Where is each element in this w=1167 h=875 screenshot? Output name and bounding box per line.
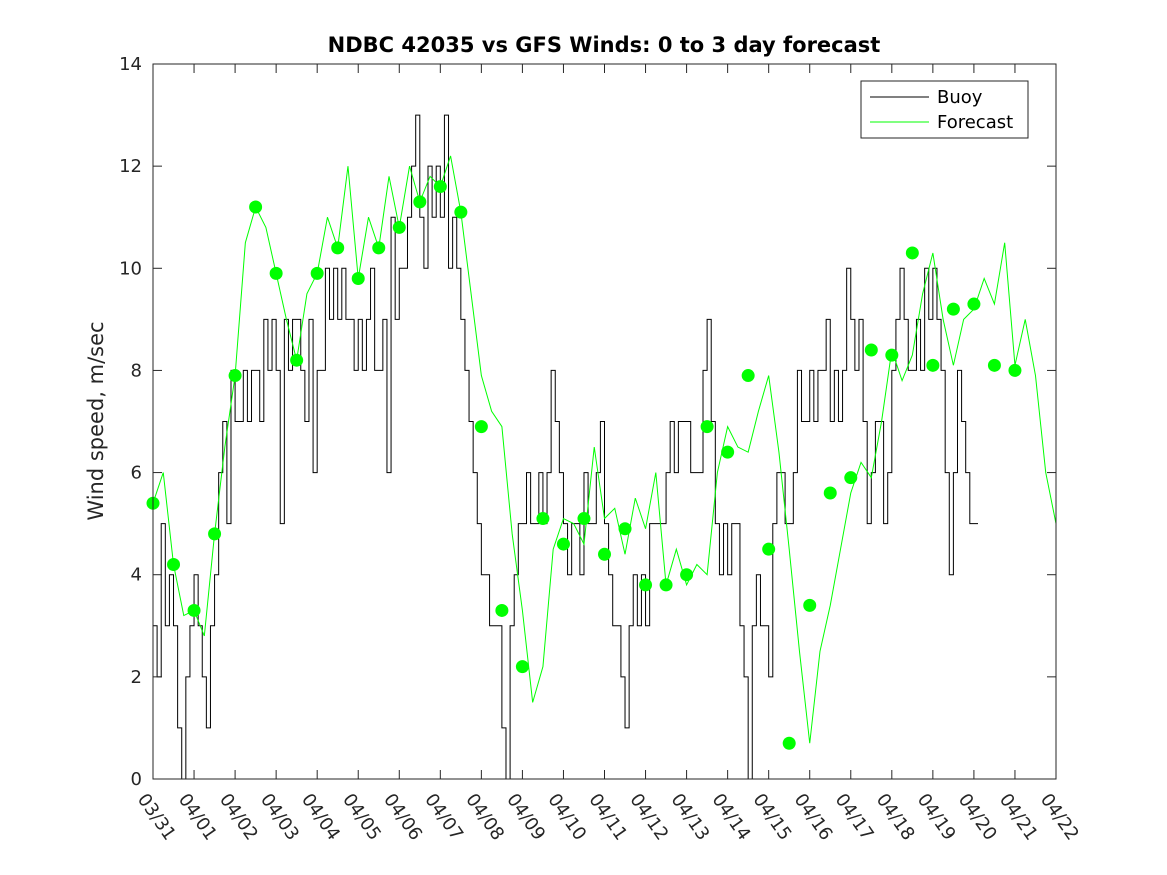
forecast-point bbox=[721, 445, 735, 459]
forecast-point bbox=[618, 522, 632, 536]
series-buoy-line bbox=[153, 114, 979, 780]
forecast-point bbox=[249, 200, 263, 214]
y-tick-label: 4 bbox=[131, 565, 142, 586]
forecast-point bbox=[577, 512, 591, 526]
y-axis-label: Wind speed, m/sec bbox=[84, 321, 108, 520]
forecast-point bbox=[741, 369, 755, 383]
forecast-point bbox=[495, 603, 509, 617]
y-tick-label: 6 bbox=[131, 463, 142, 484]
chart-title: NDBC 42035 vs GFS Winds: 0 to 3 day fore… bbox=[328, 33, 881, 57]
legend: Buoy Forecast bbox=[860, 80, 1029, 139]
forecast-point bbox=[967, 297, 981, 311]
forecast-point bbox=[556, 537, 570, 551]
y-tick-label: 14 bbox=[119, 54, 142, 75]
forecast-point bbox=[782, 736, 796, 750]
forecast-point bbox=[659, 578, 673, 592]
y-tick-label: 10 bbox=[119, 258, 142, 279]
series-forecast-line bbox=[152, 155, 1057, 744]
forecast-point bbox=[433, 180, 447, 194]
forecast-point bbox=[926, 358, 940, 372]
forecast-point bbox=[208, 527, 222, 541]
forecast-point bbox=[536, 512, 550, 526]
forecast-point bbox=[228, 369, 242, 383]
forecast-point bbox=[1008, 363, 1022, 377]
tick-layer bbox=[152, 63, 1057, 780]
forecast-point bbox=[351, 272, 365, 285]
forecast-point bbox=[639, 578, 653, 592]
y-tick-label: 12 bbox=[119, 156, 142, 177]
legend-label-forecast: Forecast bbox=[937, 112, 1013, 133]
forecast-point bbox=[844, 471, 858, 485]
forecast-point bbox=[187, 603, 201, 617]
marker-layer bbox=[146, 180, 1022, 750]
y-tick-label: 2 bbox=[131, 667, 142, 688]
forecast-point bbox=[987, 358, 1001, 372]
forecast-point bbox=[803, 598, 817, 612]
y-tick-label: 0 bbox=[131, 769, 142, 790]
forecast-point bbox=[310, 266, 324, 280]
forecast-point bbox=[598, 547, 611, 561]
forecast-point bbox=[905, 246, 919, 260]
forecast-point bbox=[269, 266, 283, 280]
forecast-point bbox=[680, 568, 694, 582]
y-tick-label: 8 bbox=[131, 360, 142, 381]
forecast-point bbox=[290, 353, 304, 367]
forecast-point bbox=[392, 220, 406, 234]
forecast-point bbox=[413, 195, 427, 209]
forecast-point bbox=[454, 205, 468, 219]
legend-label-buoy: Buoy bbox=[937, 87, 983, 108]
series-layer bbox=[152, 114, 1057, 780]
forecast-point bbox=[167, 558, 181, 571]
forecast-point bbox=[885, 348, 899, 362]
forecast-point bbox=[372, 241, 386, 255]
forecast-point bbox=[823, 486, 837, 500]
forecast-point bbox=[946, 302, 960, 316]
forecast-point bbox=[700, 420, 714, 434]
forecast-point bbox=[864, 343, 878, 357]
forecast-point bbox=[331, 241, 345, 255]
forecast-point bbox=[474, 420, 488, 434]
forecast-point bbox=[762, 542, 776, 556]
legend-box bbox=[860, 80, 1029, 139]
forecast-point bbox=[515, 660, 529, 674]
y-tick-labels: 0 2 4 6 8 10 12 14 bbox=[119, 54, 142, 790]
